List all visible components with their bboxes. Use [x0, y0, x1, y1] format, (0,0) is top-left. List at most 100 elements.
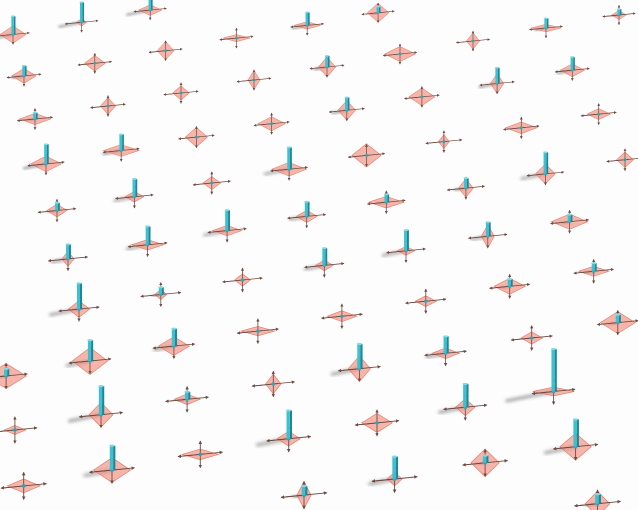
center	[365, 154, 368, 157]
bar-top	[287, 146, 292, 148]
bar-top	[595, 493, 601, 495]
bar	[486, 222, 489, 236]
bar-top	[145, 225, 150, 227]
bar-top	[384, 193, 389, 195]
bar-side	[102, 386, 104, 415]
bar	[133, 179, 136, 197]
center	[199, 453, 203, 457]
bar-side	[228, 210, 230, 230]
bar-side	[82, 2, 84, 22]
bar-top	[184, 391, 189, 393]
bar-top	[109, 445, 115, 447]
center	[530, 336, 533, 339]
bar-top	[404, 229, 409, 231]
page: (() => { const data = JSON.parse(documen…	[0, 0, 638, 510]
bar-top	[463, 383, 468, 385]
bar-side	[69, 244, 71, 259]
bar-top	[357, 343, 362, 345]
center	[93, 62, 96, 65]
center	[256, 329, 259, 332]
bar	[287, 147, 290, 169]
center	[624, 158, 627, 161]
bar-side	[25, 66, 27, 76]
center	[270, 122, 273, 125]
bar	[306, 12, 308, 25]
bar-side	[113, 446, 115, 470]
bar	[376, 7, 378, 13]
bar	[225, 210, 228, 230]
bar-top	[482, 455, 488, 457]
bar-top	[322, 247, 327, 249]
bar	[55, 203, 58, 211]
bar-top	[551, 348, 556, 350]
bar	[495, 68, 498, 84]
bar	[345, 97, 348, 110]
bar-side	[122, 134, 124, 150]
bar	[544, 18, 546, 28]
bar-side	[407, 230, 409, 251]
bar	[325, 56, 328, 67]
bar-top	[570, 56, 574, 58]
bar-top	[286, 409, 292, 411]
bar	[508, 279, 511, 286]
bar-top	[495, 67, 499, 69]
bar	[99, 386, 102, 415]
bar-side	[325, 248, 327, 265]
bar-top	[443, 335, 448, 337]
bar	[22, 66, 25, 76]
center	[180, 92, 183, 95]
bar-top	[617, 8, 621, 10]
bar-top	[376, 6, 380, 8]
bar-side	[47, 144, 49, 164]
bar-top	[301, 485, 307, 487]
center	[340, 315, 343, 318]
center	[520, 126, 523, 129]
bar	[568, 215, 571, 222]
bar-side	[555, 349, 557, 391]
bar-top	[132, 178, 137, 180]
bar-side	[546, 152, 548, 174]
bar-side	[620, 9, 622, 15]
bar-top	[544, 17, 548, 19]
background	[0, 0, 638, 510]
center	[241, 278, 244, 281]
center	[253, 79, 256, 82]
bar-side	[595, 263, 597, 271]
bar	[88, 340, 91, 361]
bar-top	[225, 209, 230, 211]
bar-side	[387, 194, 389, 202]
bar	[551, 349, 554, 391]
bar	[77, 283, 80, 309]
bar	[172, 329, 175, 346]
bar-side	[36, 113, 38, 119]
bar-side	[328, 56, 330, 67]
bar-side	[91, 340, 93, 361]
bar-side	[151, 0, 153, 10]
bar-side	[511, 279, 513, 286]
bar-top	[543, 151, 548, 153]
bar	[110, 446, 113, 470]
bar	[384, 194, 387, 202]
bar	[305, 202, 308, 217]
bar-top	[98, 385, 103, 387]
bar	[4, 369, 7, 376]
bar	[149, 0, 151, 10]
bar	[571, 57, 574, 70]
bar-top	[485, 221, 490, 223]
bar-top	[171, 328, 176, 330]
bar	[159, 287, 162, 294]
bar-side	[162, 287, 164, 294]
bar-side	[466, 384, 468, 407]
bar-top	[3, 368, 8, 370]
center	[22, 484, 26, 488]
bar-side	[7, 369, 9, 376]
bar-side	[447, 336, 449, 353]
bar-side	[135, 179, 137, 197]
bar-top	[33, 112, 37, 114]
bar	[287, 410, 290, 438]
center	[399, 53, 402, 56]
bar-side	[360, 344, 362, 369]
bar-side	[379, 7, 381, 13]
bar-top	[55, 202, 60, 204]
bar	[392, 457, 395, 479]
